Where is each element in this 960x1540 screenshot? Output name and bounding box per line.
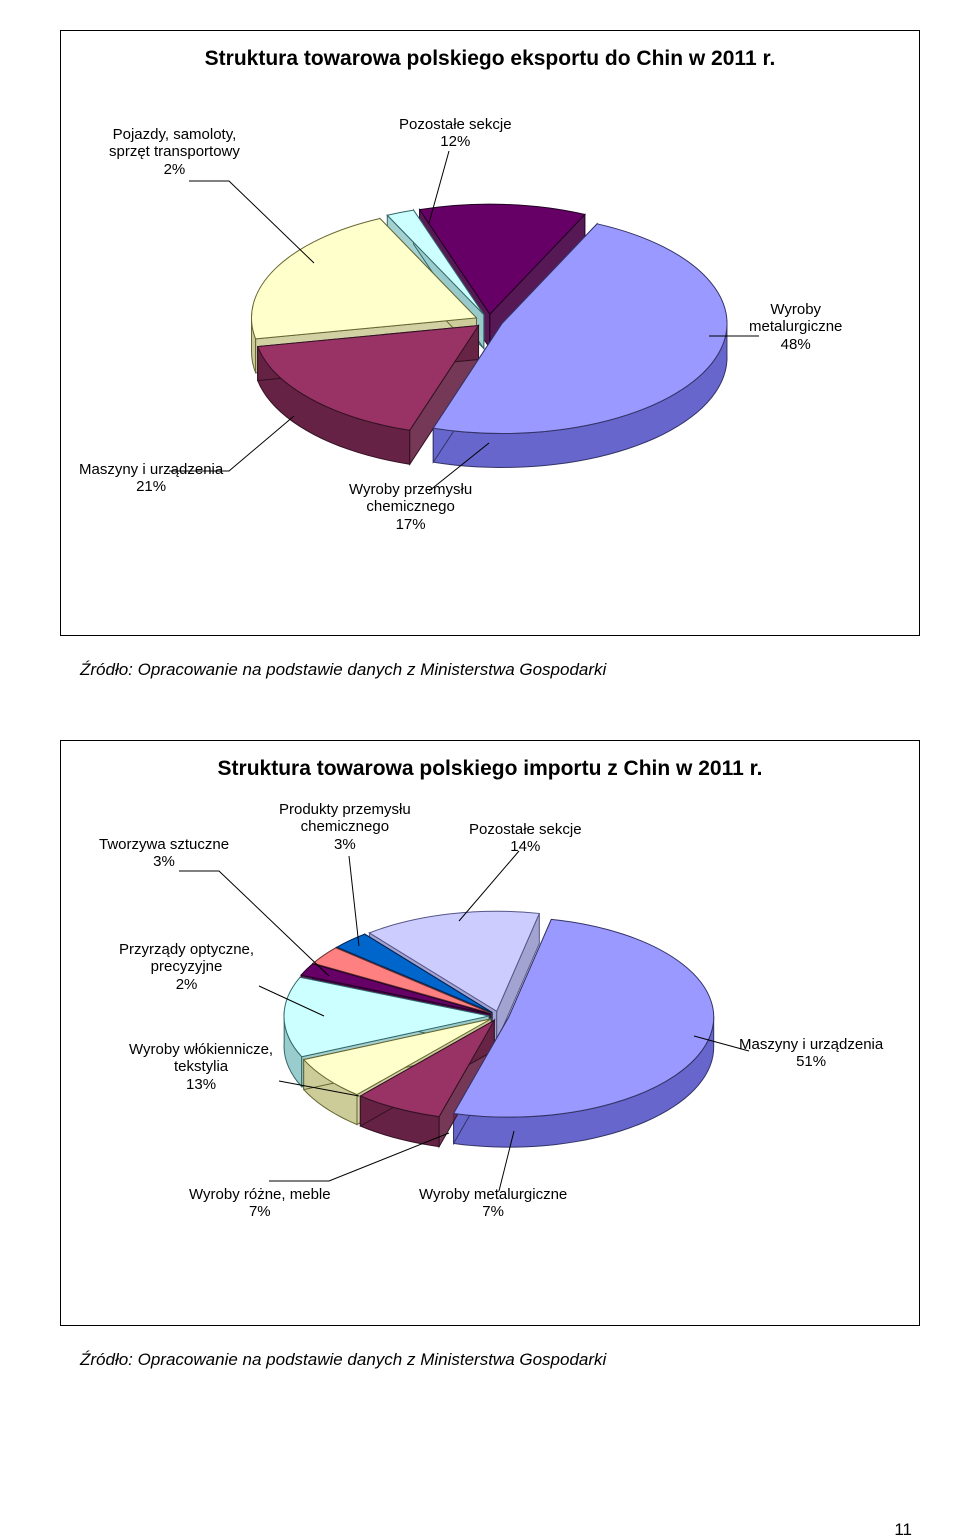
chart2-label-other: Pozostałe sekcje 14% <box>469 821 582 856</box>
chart1-source: Źródło: Opracowanie na podstawie danych … <box>80 660 960 680</box>
chart2-label-textile: Wyroby włókiennicze, tekstylia 13% <box>129 1041 273 1093</box>
chart1-label-other: Pozostałe sekcje 12% <box>399 116 512 151</box>
chart2-source: Źródło: Opracowanie na podstawie danych … <box>80 1350 960 1370</box>
page-number: 11 <box>894 1520 912 1540</box>
chart2-label-metal: Wyroby metalurgiczne 7% <box>419 1186 567 1221</box>
chart1-label-chem: Wyroby przemysłu chemicznego 17% <box>349 481 472 533</box>
chart1-label-metal: Wyroby metalurgiczne 48% <box>749 301 842 353</box>
chart1-canvas: Wyroby metalurgiczne 48% Wyroby przemysł… <box>69 71 911 541</box>
chart1-title: Struktura towarowa polskiego eksportu do… <box>69 47 911 71</box>
chart2-label-plastics: Tworzywa sztuczne 3% <box>99 836 229 871</box>
chart2-label-machines: Maszyny i urządzenia 51% <box>739 1036 883 1071</box>
chart2-label-optical: Przyrządy optyczne, precyzyjne 2% <box>119 941 254 993</box>
chart1-label-transport: Pojazdy, samoloty, sprzęt transportowy 2… <box>109 126 240 178</box>
export-chart-box: Struktura towarowa polskiego eksportu do… <box>60 30 920 636</box>
chart2-label-chemprod: Produkty przemysłu chemicznego 3% <box>279 801 411 853</box>
import-chart-box: Struktura towarowa polskiego importu z C… <box>60 740 920 1326</box>
chart2-label-furniture: Wyroby różne, meble 7% <box>189 1186 331 1221</box>
chart2-canvas: Maszyny i urządzenia 51% Wyroby metalurg… <box>69 781 911 1231</box>
chart2-title: Struktura towarowa polskiego importu z C… <box>69 757 911 781</box>
chart1-label-machines: Maszyny i urządzenia 21% <box>79 461 223 496</box>
